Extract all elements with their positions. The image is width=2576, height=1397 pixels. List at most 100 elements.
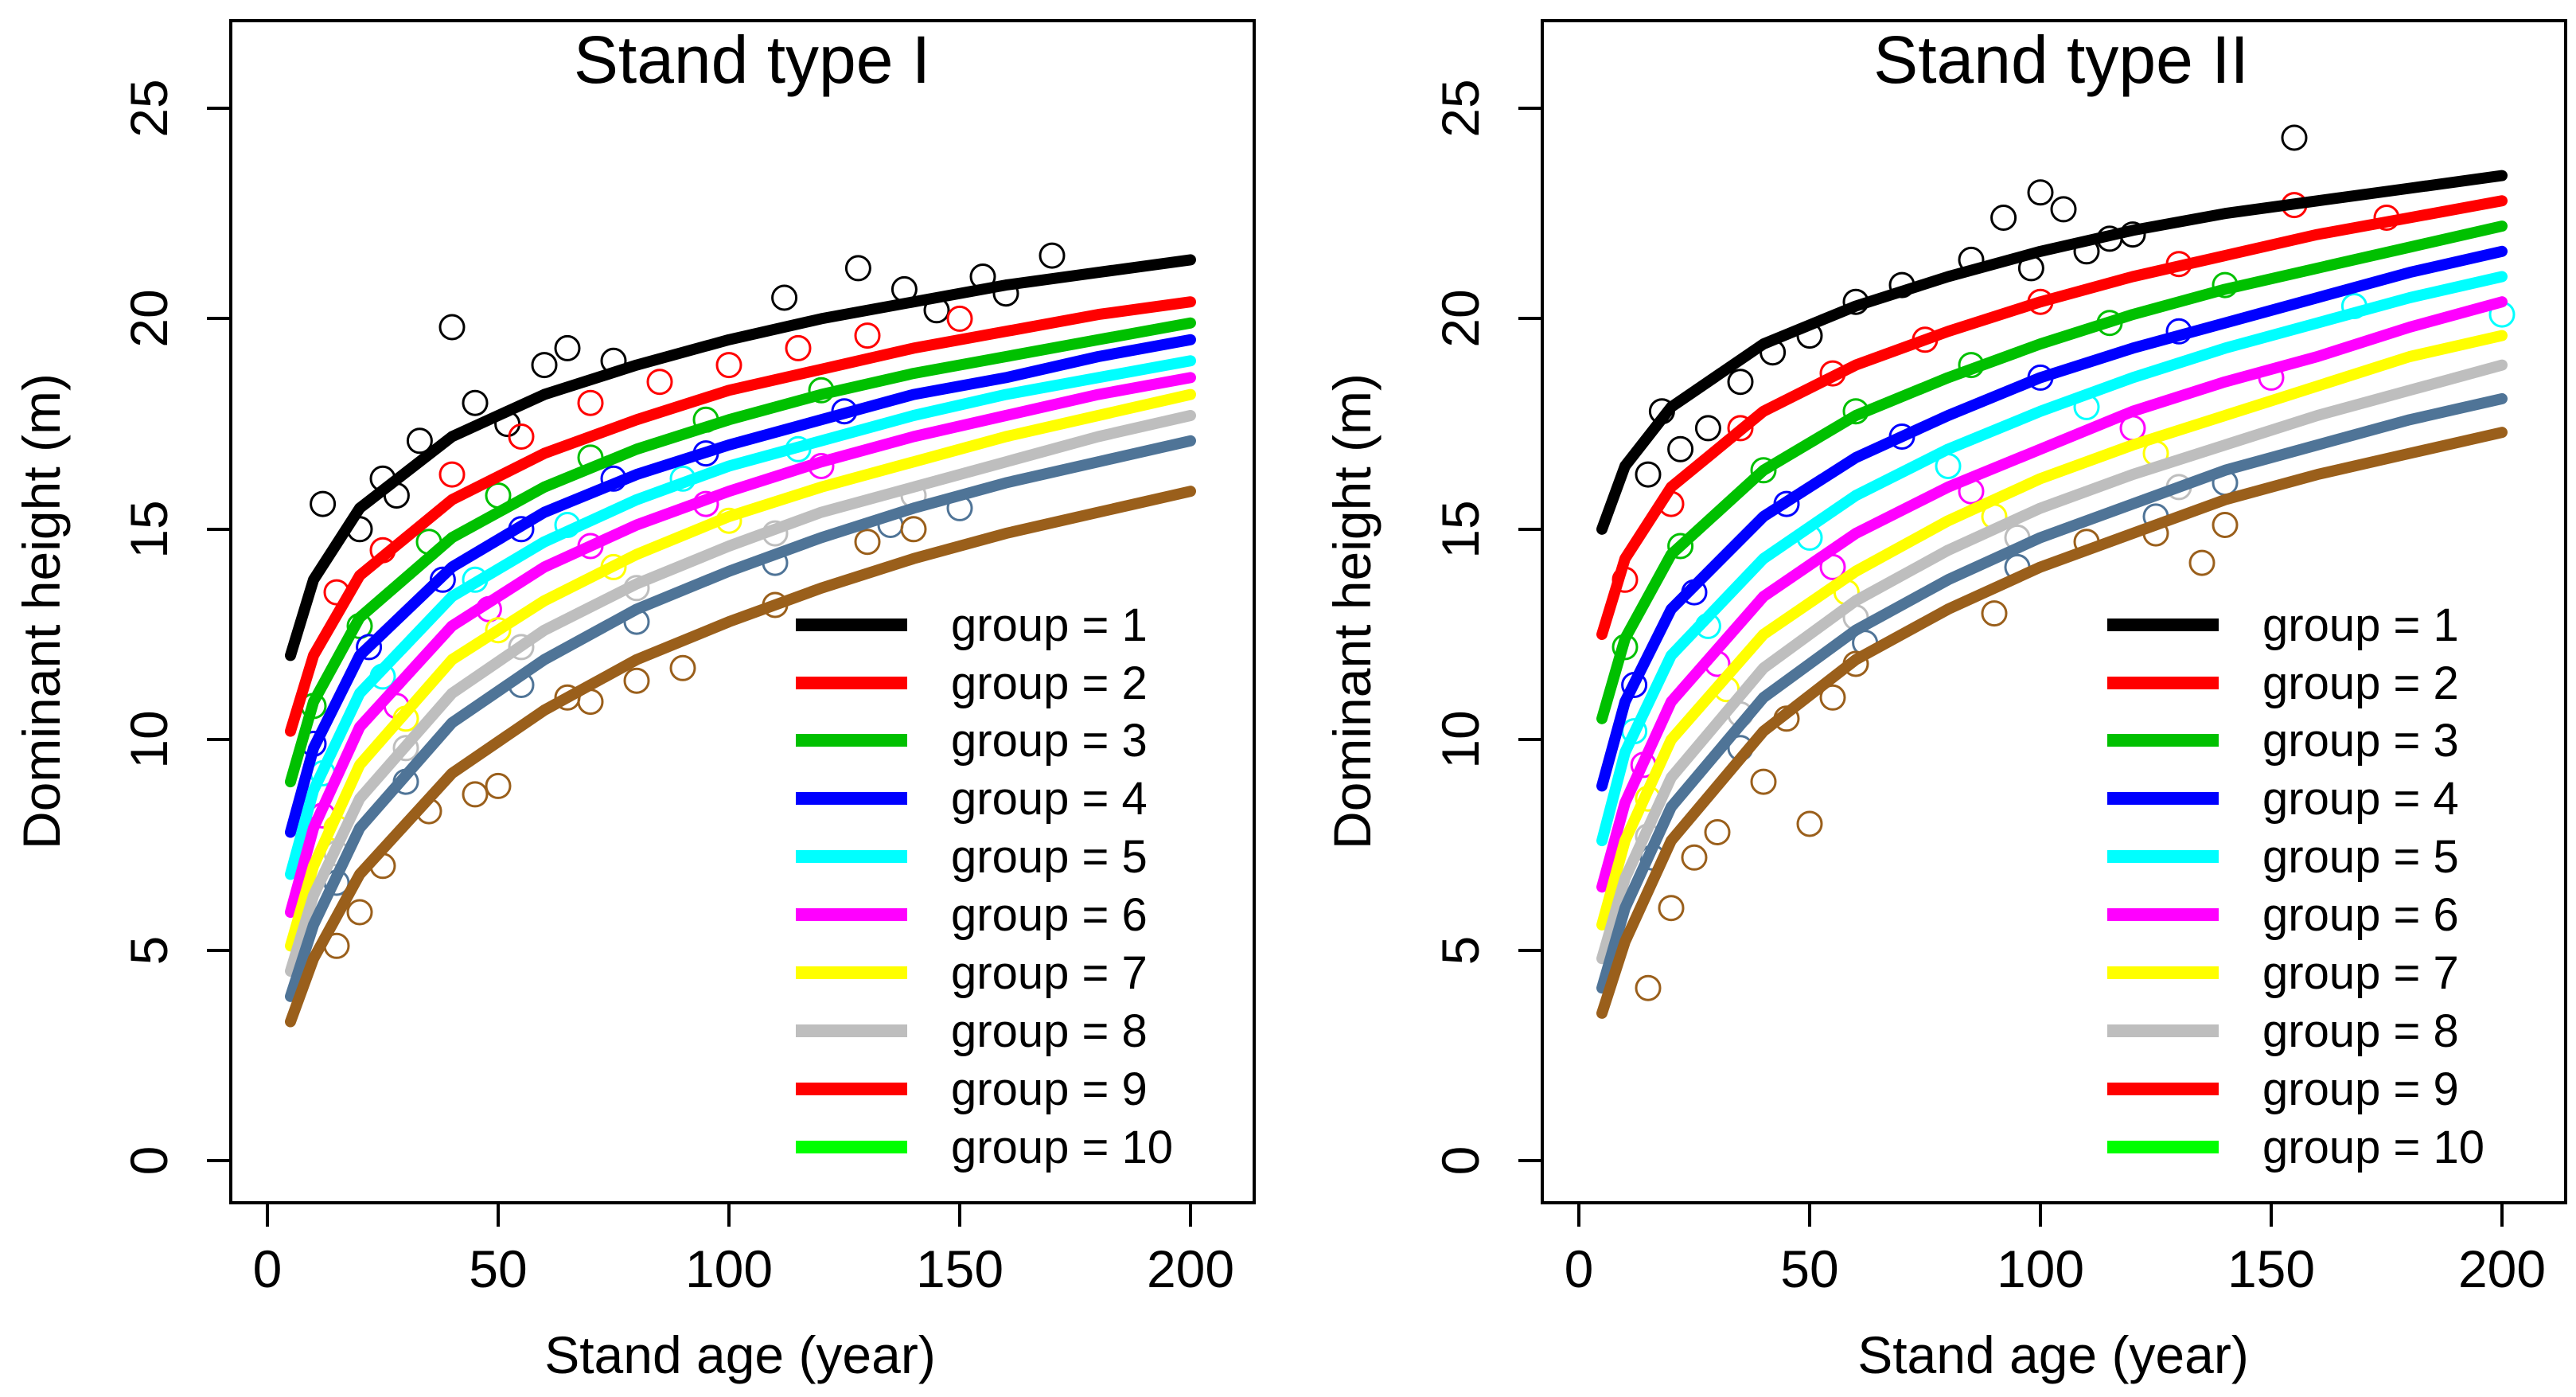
x-tick-label-0: 0 xyxy=(253,1239,283,1298)
x-tick-label-0: 0 xyxy=(1565,1239,1594,1298)
legend-label: group = 10 xyxy=(951,1122,1173,1173)
x-tick-label-100: 100 xyxy=(685,1239,773,1298)
scatter-point-1 xyxy=(310,490,337,517)
legend-entry-3: group = 3 xyxy=(796,715,1148,767)
scatter-point-81 xyxy=(623,667,650,694)
scatter-point-21 xyxy=(1727,415,1754,442)
scatter-point-71 xyxy=(1658,895,1685,922)
x-axis-label: Stand age (year) xyxy=(1857,1325,2249,1384)
legend-entry-3: group = 3 xyxy=(2107,715,2459,767)
legend-label: group = 4 xyxy=(2262,773,2459,825)
legend-label: group = 6 xyxy=(951,889,1148,941)
scatter-point-83 xyxy=(2212,512,2239,538)
legend-label: group = 2 xyxy=(951,658,1148,709)
y-tick-label-5: 5 xyxy=(119,936,178,966)
legend-entry-8: group = 8 xyxy=(2107,1005,2459,1057)
scatter-point-74 xyxy=(1750,768,1777,795)
scatter-point-11 xyxy=(1990,205,2017,231)
legend-label: group = 9 xyxy=(951,1063,1148,1115)
x-axis: 0 50 100 150 200 Stand age (year) xyxy=(1565,1201,2546,1384)
scatter-point-57 xyxy=(485,617,512,644)
scatter-point-1 xyxy=(1635,461,1662,488)
y-axis: 0 5 10 15 20 25 Dominant height (m) xyxy=(12,79,232,1176)
series-line-group-4 xyxy=(1596,245,2508,792)
y-tick-label-20: 20 xyxy=(119,289,178,347)
legend-label: group = 1 xyxy=(2262,599,2459,651)
series-line-group-7 xyxy=(285,388,1196,952)
legend-label: group = 1 xyxy=(951,599,1148,651)
scatter-point-25 xyxy=(715,352,742,379)
series-line-group-6 xyxy=(1596,296,2508,893)
y-tick-label-15: 15 xyxy=(119,500,178,558)
scatter-point-77 xyxy=(462,781,489,808)
series-line-group-10 xyxy=(285,486,1196,1028)
series-line-group-5 xyxy=(1596,271,2508,847)
series-line-group-2 xyxy=(1596,195,2508,640)
series-line-group-8 xyxy=(1596,359,2508,965)
scatter-point-24 xyxy=(646,369,673,396)
legend-label: group = 6 xyxy=(2262,889,2459,941)
y-axis-label: Dominant height (m) xyxy=(1323,373,1382,849)
legend-label: group = 9 xyxy=(2262,1063,2459,1115)
y-tick-label-20: 20 xyxy=(1431,289,1490,347)
series-line-group-1 xyxy=(285,254,1196,661)
legend-label: group = 5 xyxy=(2262,831,2459,883)
curve-layer xyxy=(285,254,1196,1028)
scatter-point-22 xyxy=(508,423,535,450)
legend-entry-8: group = 8 xyxy=(796,1005,1148,1057)
legend: group = 1 group = 2 group = 3 group = 4 … xyxy=(796,599,1173,1173)
scatter-point-82 xyxy=(669,654,696,681)
legend-label: group = 4 xyxy=(951,773,1148,825)
legend-label: group = 7 xyxy=(2262,947,2459,999)
legend-entry-10: group = 10 xyxy=(796,1122,1173,1173)
x-axis-label: Stand age (year) xyxy=(544,1325,936,1384)
scatter-point-5 xyxy=(406,427,433,455)
legend-label: group = 5 xyxy=(951,831,1148,883)
scatter-point-84 xyxy=(854,529,881,556)
series-line-group-6 xyxy=(285,372,1196,918)
legend-entry-10: group = 10 xyxy=(2107,1122,2484,1173)
scatter-point-79 xyxy=(1981,600,2008,627)
scatter-point-73 xyxy=(1704,819,1731,845)
scatter-point-3 xyxy=(1667,435,1694,462)
legend: group = 1 group = 2 group = 3 group = 4 … xyxy=(2107,599,2484,1173)
scatter-point-23 xyxy=(577,389,604,416)
legend-entry-1: group = 1 xyxy=(2107,599,2459,651)
legend-entry-4: group = 4 xyxy=(796,773,1148,825)
scatter-point-5 xyxy=(1727,369,1754,396)
scatter-point-61 xyxy=(392,735,419,762)
x-tick-label-150: 150 xyxy=(916,1239,1004,1298)
scatter-point-74 xyxy=(346,899,373,926)
scatter-point-72 xyxy=(1681,844,1708,871)
scatter-point-13 xyxy=(2027,179,2054,206)
legend-entry-2: group = 2 xyxy=(796,658,1148,709)
scatter-point-12 xyxy=(771,284,798,311)
legend-entry-5: group = 5 xyxy=(2107,831,2459,883)
x-tick-label-100: 100 xyxy=(1997,1239,2084,1298)
scatter-point-18 xyxy=(1039,242,1066,269)
y-tick-label-5: 5 xyxy=(1431,936,1490,966)
series-line-group-8 xyxy=(285,410,1196,977)
legend-label: group = 2 xyxy=(2262,658,2459,709)
legend-label: group = 3 xyxy=(2262,715,2459,767)
series-line-group-9 xyxy=(285,435,1196,1002)
scatter-point-10 xyxy=(554,334,581,361)
legend-entry-9: group = 9 xyxy=(796,1063,1148,1115)
series-line-group-4 xyxy=(285,334,1196,838)
scatter-point-78 xyxy=(485,772,512,799)
x-tick-label-150: 150 xyxy=(2227,1239,2315,1298)
series-line-group-5 xyxy=(285,355,1196,880)
scatter-point-7 xyxy=(462,389,489,416)
scatter-point-62 xyxy=(508,634,535,661)
legend-label: group = 7 xyxy=(951,947,1148,999)
y-axis: 0 5 10 15 20 25 Dominant height (m) xyxy=(1323,79,1544,1175)
x-tick-label-200: 200 xyxy=(1147,1239,1234,1298)
y-tick-label-15: 15 xyxy=(1431,500,1490,558)
y-tick-label-10: 10 xyxy=(119,710,178,768)
x-axis: 0 50 100 150 200 Stand age (year) xyxy=(253,1201,1234,1384)
scatter-point-26 xyxy=(785,334,812,361)
legend-entry-2: group = 2 xyxy=(2107,658,2459,709)
scatter-point-77 xyxy=(1819,684,1846,711)
y-tick-label-0: 0 xyxy=(119,1146,178,1176)
legend-entry-1: group = 1 xyxy=(796,599,1148,651)
